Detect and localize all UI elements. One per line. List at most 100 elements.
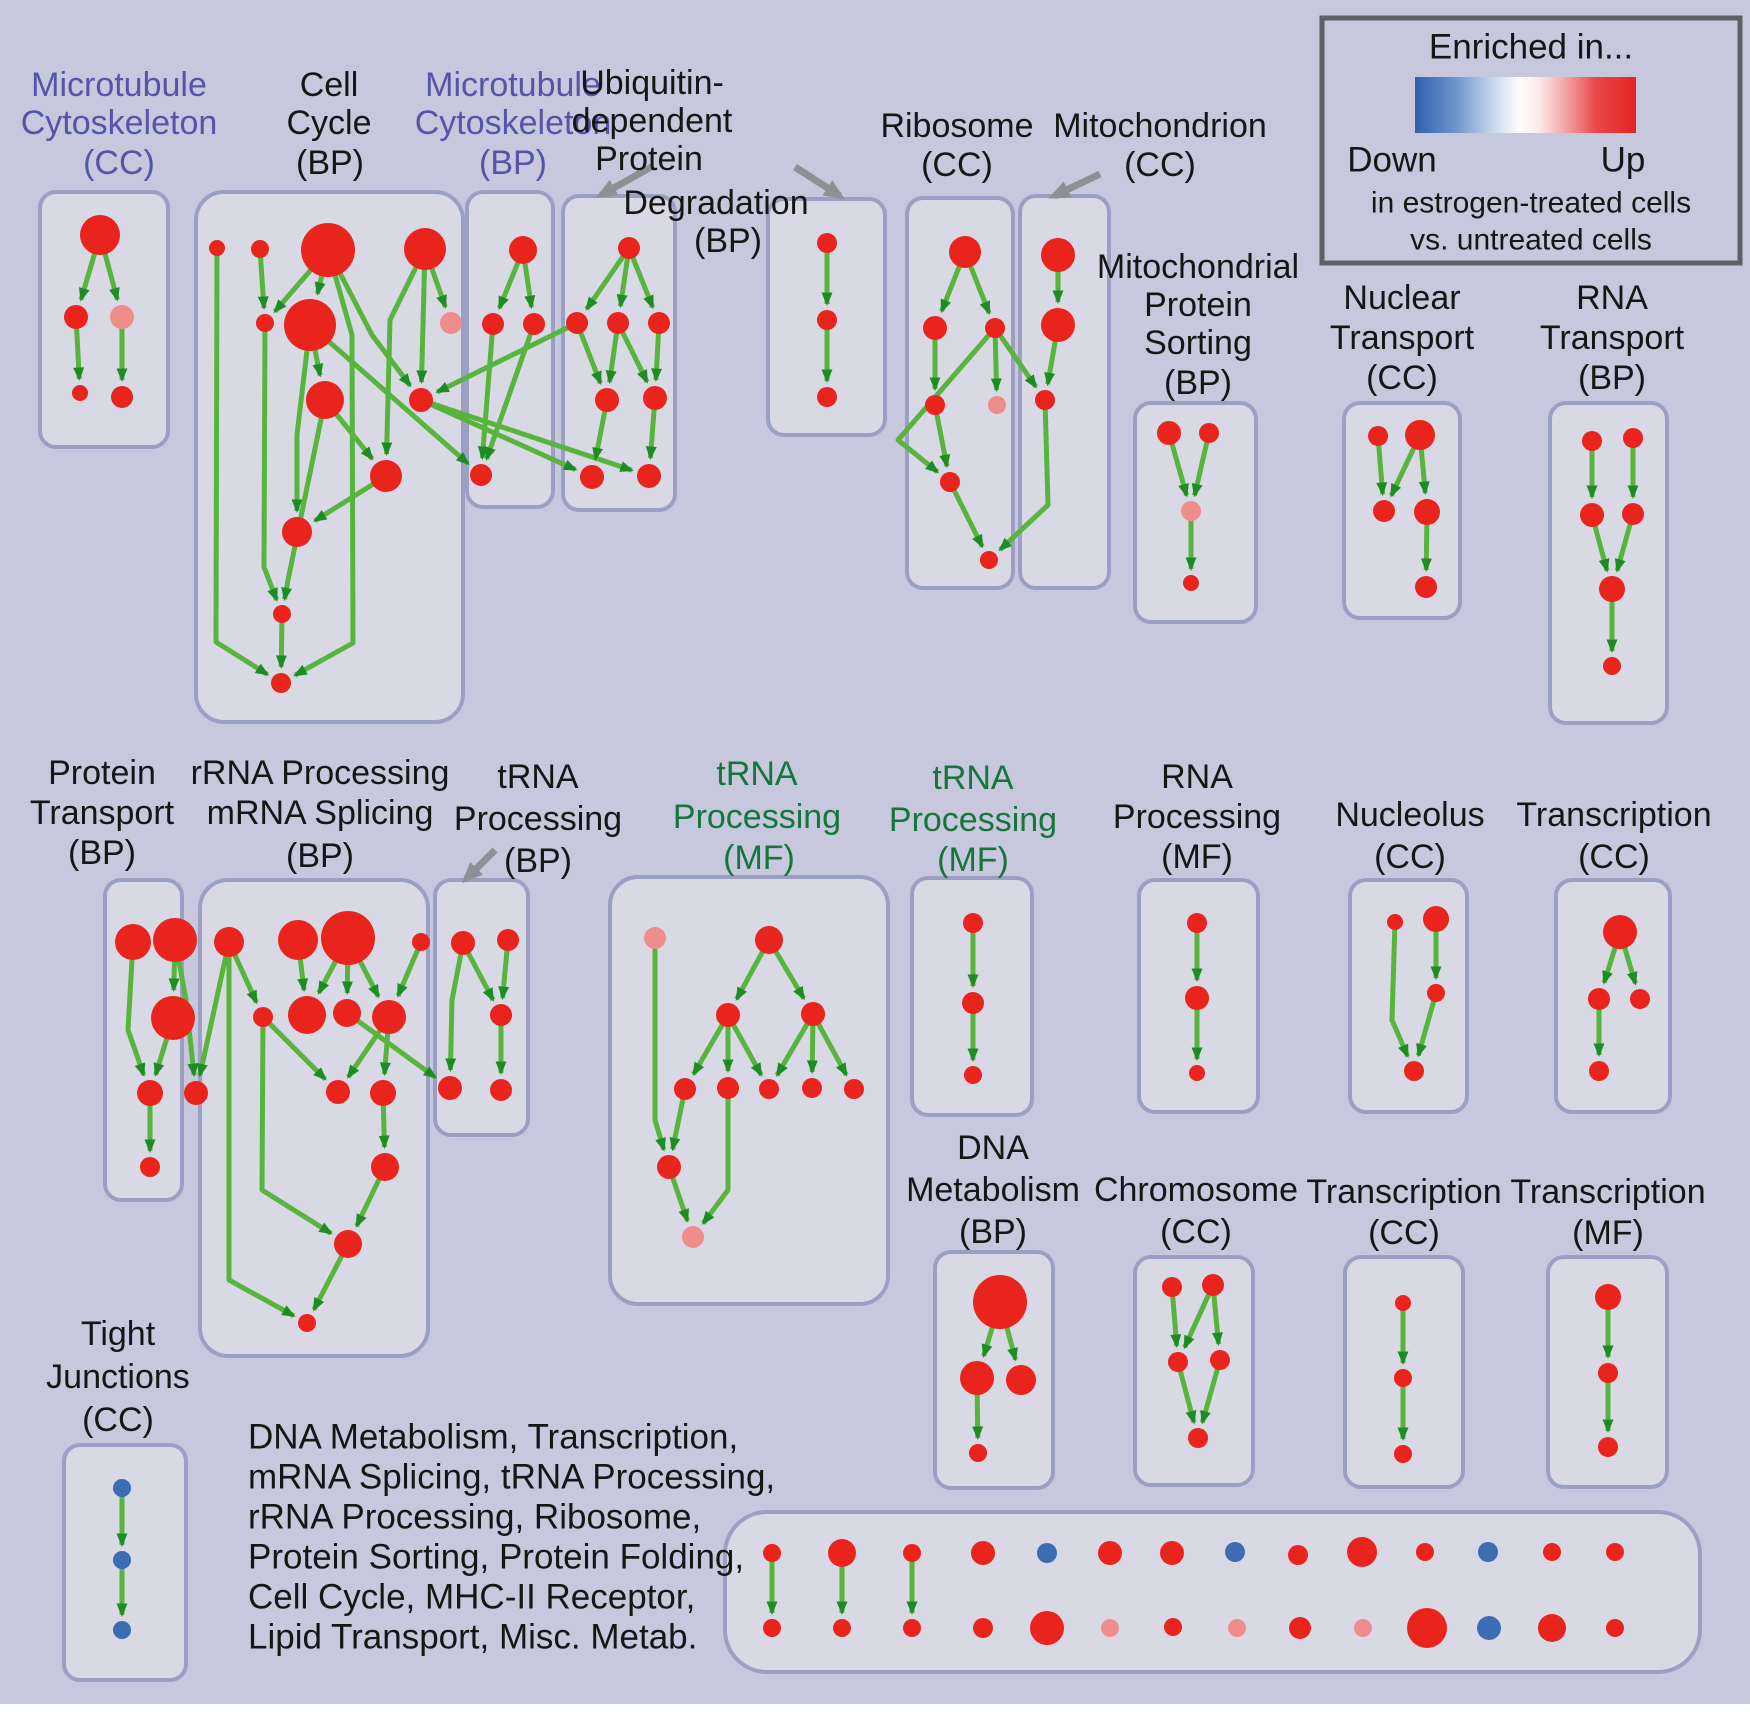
cluster-label-line: (BP) <box>68 834 136 872</box>
cluster-label-line: (BP) <box>694 222 762 260</box>
go-term-node <box>440 312 462 334</box>
go-term-node <box>1404 1061 1424 1081</box>
go-term-node <box>1582 431 1602 451</box>
go-term-node <box>404 228 446 270</box>
go-term-node <box>115 924 151 960</box>
go-term-node <box>412 933 430 951</box>
go-term-node <box>716 1003 740 1027</box>
cluster-label-ribosome: Ribosome(CC) <box>880 107 1033 184</box>
go-term-node <box>509 236 537 264</box>
go-term-node <box>1395 1295 1411 1311</box>
cluster-label-line: Microtubule <box>425 66 601 104</box>
annotation-arrow-trna-bp-arrow <box>461 847 498 884</box>
go-term-node <box>618 237 640 259</box>
go-term-node <box>1210 1350 1230 1370</box>
edge-arrow <box>435 320 579 395</box>
cluster-label-line: rRNA Processing <box>191 754 450 792</box>
go-term-node <box>409 388 433 412</box>
go-term-node <box>1189 1065 1205 1081</box>
cluster-label-line: (BP) <box>1164 364 1232 402</box>
go-term-node <box>1347 1537 1377 1567</box>
go-term-node <box>1427 984 1445 1002</box>
go-term-node <box>1288 1545 1308 1565</box>
go-term-node <box>985 318 1005 338</box>
legend-subtitle-2: vs. untreated cells <box>1410 224 1652 257</box>
go-term-node <box>595 388 619 412</box>
go-term-node <box>1394 1445 1412 1463</box>
go-term-node <box>644 927 666 949</box>
go-term-node <box>1603 915 1637 949</box>
cluster-label-line: Chromosome <box>1094 1171 1298 1209</box>
go-term-node <box>973 1618 993 1638</box>
cluster-label-line: (CC) <box>83 144 155 182</box>
edge-arrow <box>259 1016 333 1236</box>
go-term-node <box>1187 913 1207 933</box>
go-term-node <box>370 460 402 492</box>
go-term-node <box>962 992 984 1014</box>
go-term-node <box>306 381 344 419</box>
edge-arrow <box>477 323 496 461</box>
go-term-node <box>271 673 291 693</box>
edge-arrow <box>291 324 313 513</box>
go-term-node <box>1035 390 1055 410</box>
edge-arrow <box>325 248 413 388</box>
go-term-node <box>113 1479 131 1497</box>
go-term-node <box>1006 1365 1036 1395</box>
edge-arrow <box>652 938 667 1152</box>
cluster-label-line: Nucleolus <box>1335 796 1484 834</box>
go-term-node <box>1101 1619 1119 1637</box>
cluster-label-line: Nuclear <box>1343 279 1460 317</box>
cluster-label-line: Transport <box>30 794 175 832</box>
go-term-node <box>137 1080 163 1106</box>
cluster-label-line: Junctions <box>46 1358 190 1396</box>
go-term-node <box>1354 1619 1372 1637</box>
go-term-node <box>214 927 244 957</box>
edge-arrow <box>1182 1283 1216 1350</box>
edge-arrow <box>395 941 424 998</box>
go-term-node <box>607 312 629 334</box>
cluster-label-line: (BP) <box>296 144 364 182</box>
merged-clusters-text-block: DNA Metabolism, Transcription,mRNA Splic… <box>248 1418 775 1657</box>
go-term-node <box>1168 1352 1188 1372</box>
edge-arrow <box>196 941 232 1078</box>
cluster-box-microtubule-bp <box>465 190 555 509</box>
cluster-label-chromosome: Chromosome (CC) <box>1094 1171 1298 1251</box>
edge-arrow <box>419 397 578 472</box>
edge-arrow <box>1415 992 1439 1058</box>
cluster-label-dna-metabolism: DNA Metabolism (BP) <box>906 1129 1080 1251</box>
go-term-node <box>1588 988 1610 1010</box>
go-term-node <box>657 1155 681 1179</box>
cluster-label-line: Transcription <box>1306 1173 1501 1211</box>
go-term-node <box>1599 576 1625 602</box>
edge-arrow <box>584 246 632 311</box>
edge-arrow <box>932 404 951 469</box>
go-term-node <box>1183 575 1199 591</box>
edge-arrow <box>992 326 1038 389</box>
annotation-arrow-mitochondrion-arrow <box>1048 170 1102 200</box>
go-term-node <box>153 918 197 962</box>
go-term-node <box>1414 499 1440 525</box>
cluster-label-line: (CC) <box>82 1401 154 1439</box>
merged-clusters-text-line: Lipid Transport, Misc. Metab. <box>248 1618 697 1657</box>
cluster-box-merged-bottom <box>723 1510 1702 1674</box>
cluster-box-protein-transport <box>103 878 184 1202</box>
cluster-label-line: Transcription <box>1516 796 1711 834</box>
cluster-label-nucleolus: Nucleolus (CC) <box>1335 796 1484 876</box>
go-term-node <box>497 929 519 951</box>
cluster-label-line: DNA <box>957 1129 1029 1167</box>
go-term-node <box>288 996 326 1034</box>
go-term-node <box>282 517 312 547</box>
cluster-label-line: (CC) <box>1374 838 1446 876</box>
go-term-node <box>963 913 983 933</box>
go-term-node <box>1199 423 1219 443</box>
go-term-node <box>482 313 504 335</box>
go-term-node <box>151 996 195 1040</box>
go-term-node <box>988 396 1006 414</box>
cluster-label-line: Protein <box>48 754 156 792</box>
cluster-label-line: Transport <box>1540 319 1685 357</box>
go-term-node <box>980 551 998 569</box>
merged-clusters-text-line: Cell Cycle, MHC-II Receptor, <box>248 1578 695 1617</box>
cluster-label-line: RNA <box>1576 279 1648 317</box>
cluster-label-transcription-cc-bottom: Transcription(CC) <box>1306 1173 1501 1252</box>
